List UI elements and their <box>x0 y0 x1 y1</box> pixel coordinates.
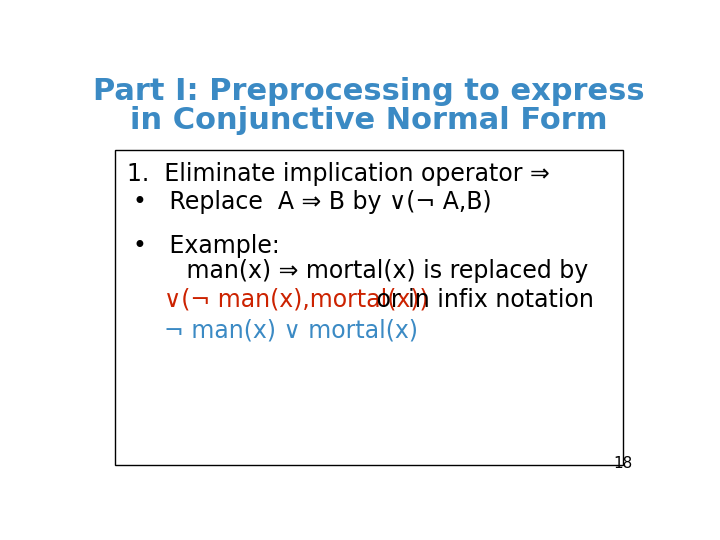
Text: •   Replace  A ⇒ B by ∨(¬ A,B): • Replace A ⇒ B by ∨(¬ A,B) <box>132 190 491 214</box>
Text: in Conjunctive Normal Form: in Conjunctive Normal Form <box>130 106 608 135</box>
Text: or in infix notation: or in infix notation <box>369 288 593 312</box>
Text: man(x) ⇒ mortal(x) is replaced by: man(x) ⇒ mortal(x) is replaced by <box>163 259 588 283</box>
Text: ¬ man(x) ∨ mortal(x): ¬ man(x) ∨ mortal(x) <box>163 319 418 342</box>
Bar <box>114 150 624 465</box>
Text: 1.  Eliminate implication operator ⇒: 1. Eliminate implication operator ⇒ <box>127 162 550 186</box>
Text: 18: 18 <box>613 456 632 471</box>
Text: •   Example:: • Example: <box>132 234 279 258</box>
Text: ∨(¬ man(x),mortal(x)): ∨(¬ man(x),mortal(x)) <box>163 288 428 312</box>
Text: Part I: Preprocessing to express: Part I: Preprocessing to express <box>93 77 645 106</box>
